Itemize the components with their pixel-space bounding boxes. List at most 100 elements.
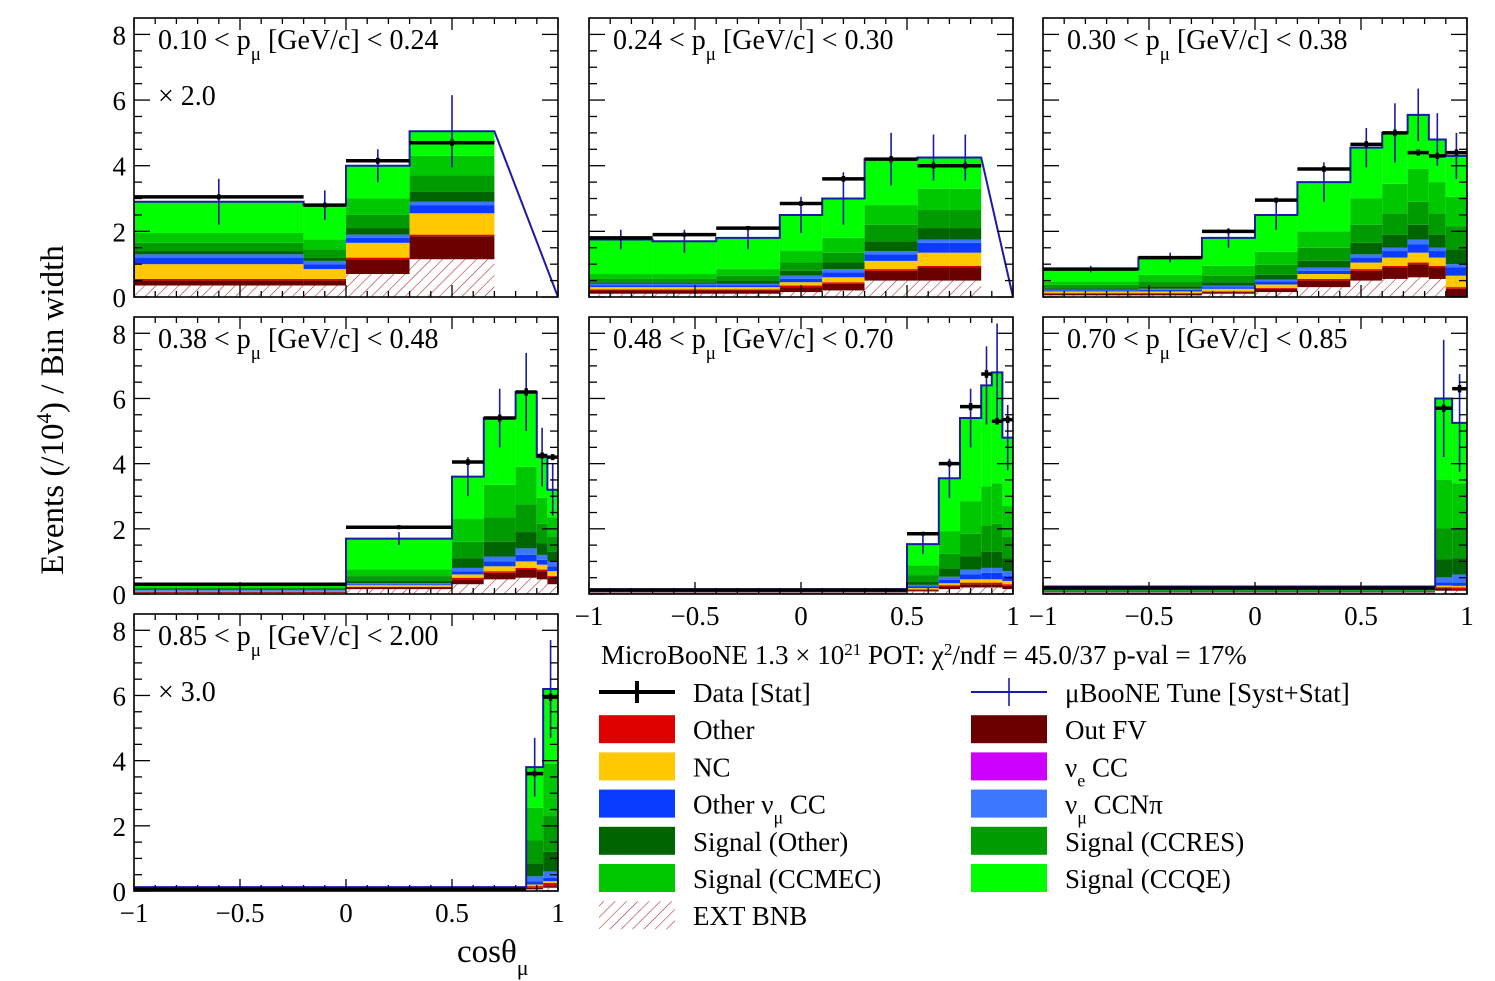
bar-ccnpi-bin-8: [1407, 239, 1429, 245]
legend-entry: μBooNE Tune [Syst+Stat]: [971, 678, 1350, 708]
x-tick-label: −0.5: [216, 898, 265, 928]
data-point-bin-2: [346, 525, 452, 530]
bar-other-bin-3: [1452, 587, 1467, 590]
panel-momentum-label: 0.70 < pμ [GeV/c] < 0.85: [1067, 324, 1348, 364]
bar-ccnpi-bin-9: [1428, 247, 1446, 252]
bar-sigmec-bin-2: [1138, 274, 1202, 282]
bar-nc-bin-2: [1435, 585, 1453, 588]
bar-ccnpi-bin-4: [409, 201, 495, 206]
bar-othernumu-bin-4: [779, 278, 823, 283]
bar-ccnpi-bin-4: [1255, 279, 1298, 282]
x-tick-label: 0: [1248, 601, 1262, 631]
legend-entry: Signal (CCMEC): [599, 864, 881, 894]
data-point-bin-9: [1428, 152, 1446, 159]
x-axis-label: cosθμ: [457, 934, 529, 980]
bar-other-bin-6: [991, 582, 1003, 585]
legend-label: Out FV: [1065, 715, 1147, 745]
data-point-bin-1: [1043, 586, 1436, 590]
data-point-bin-4: [779, 200, 823, 206]
axis-ticks: [588, 317, 1014, 595]
bar-sigres-bin-2: [526, 840, 544, 864]
bar-sigother-bin-8: [1407, 224, 1429, 240]
bar-ext-bin-2: [1435, 590, 1453, 594]
bar-outfv-bin-2: [1435, 588, 1453, 591]
bar-sigres-bin-4: [1255, 264, 1298, 275]
legend-label: νe CC: [1065, 752, 1128, 790]
bar-outfv-bin-3: [543, 886, 558, 888]
bar-sigother-bin-4: [409, 191, 495, 202]
bar-ccnpi-bin-5: [981, 567, 992, 573]
bar-outfv-bin-7: [547, 577, 558, 585]
data-point-bin-3: [1452, 385, 1467, 393]
bar-outfv-bin-10: [1445, 288, 1467, 297]
legend-swatch: [599, 789, 675, 818]
axis-ticks: [588, 18, 1014, 298]
bar-outfv-bin-2: [526, 887, 544, 890]
bar-sigres-bin-4: [483, 517, 516, 542]
x-tick-label: 0: [339, 898, 353, 928]
bar-outfv-bin-5: [822, 283, 865, 291]
bar-outfv-bin-6: [536, 571, 548, 580]
bar-outfv-bin-3: [716, 290, 780, 294]
bar-sigother-bin-7: [1382, 234, 1408, 248]
bar-sigmec-bin-3: [346, 198, 410, 215]
bar-outfv-bin-4: [960, 584, 982, 588]
bar-othernumu-bin-3: [1452, 582, 1467, 586]
bar-ext-bin-8: [949, 280, 982, 297]
bar-ccnpi-bin-4: [483, 556, 516, 562]
panel-momentum-label: 0.48 < pμ [GeV/c] < 0.70: [613, 324, 894, 364]
bar-othernumu-bin-2: [346, 584, 452, 586]
bar-othernumu-bin-9: [1428, 251, 1446, 258]
bar-ccnpi-bin-2: [1435, 577, 1453, 583]
bar-sigmec-bin-2: [303, 239, 346, 250]
bar-sigother-bin-3: [716, 280, 780, 284]
legend-swatch: [971, 864, 1047, 892]
mc-total-outline: [589, 156, 1013, 297]
bar-outfv-bin-1: [589, 290, 653, 294]
bar-other-bin-6: [1350, 269, 1383, 271]
y-tick-label: 0: [113, 877, 127, 907]
bar-sigother-bin-3: [543, 851, 558, 872]
bar-nc-bin-7: [1002, 580, 1013, 585]
bar-outfv-bin-9: [1428, 267, 1446, 279]
y-tick-label: 8: [113, 616, 127, 646]
bar-othernumu-bin-3: [716, 285, 780, 288]
bar-sigother-bin-2: [1435, 559, 1453, 578]
y-tick-label: 6: [113, 681, 127, 711]
histogram-panels: 0 2 4 6 8 0.10 < pμ [GeV/c] < 0.24 × 2.0 0.24 <…: [113, 17, 1474, 928]
bar-sigmec-bin-6: [536, 497, 548, 524]
bar-ext-bin-1: [589, 293, 653, 297]
bar-sigres-bin-2: [652, 278, 717, 283]
bar-sigother-bin-6: [1350, 242, 1383, 255]
bar-othernumu-bin-4: [483, 561, 516, 567]
data-point-bin-2: [652, 232, 717, 237]
bar-sigother-bin-5: [515, 532, 537, 549]
bar-outfv-bin-7: [1382, 267, 1408, 279]
bar-sigres-bin-1: [1043, 589, 1436, 591]
bar-ccnpi-bin-1: [589, 283, 653, 286]
bar-sigres-bin-6: [864, 224, 918, 242]
bar-sigres-bin-8: [1407, 201, 1429, 225]
bar-sigres-bin-10: [1445, 226, 1467, 250]
bar-sigother-bin-6: [864, 241, 918, 252]
legend-swatch: [599, 826, 675, 855]
bar-outfv-bin-5: [981, 584, 992, 588]
bar-outfv-bin-8: [949, 267, 982, 281]
bar-sigres-bin-3: [1452, 528, 1467, 559]
bar-outfv-bin-5: [1297, 280, 1351, 288]
data-point-bin-1: [1043, 267, 1139, 271]
bar-outfv-bin-1: [1043, 293, 1139, 296]
bar-sigmec-bin-5: [981, 486, 992, 526]
bar-outfv-bin-1: [134, 280, 304, 286]
bar-sigother-bin-3: [1452, 558, 1467, 575]
bar-sigres-bin-3: [938, 553, 960, 569]
panel-2: 0.24 < pμ [GeV/c] < 0.30: [588, 17, 1014, 298]
bar-other-bin-3: [716, 289, 780, 291]
y-tick-label: 2: [113, 217, 127, 247]
legend-entry: Other νμ CC: [599, 789, 826, 828]
bar-ccnpi-bin-3: [452, 567, 484, 572]
bar-other-bin-4: [409, 234, 495, 237]
bar-ccnpi-bin-1: [1043, 289, 1139, 291]
bar-nc-bin-3: [452, 574, 484, 578]
legend-label: Signal (CCRES): [1065, 827, 1244, 857]
